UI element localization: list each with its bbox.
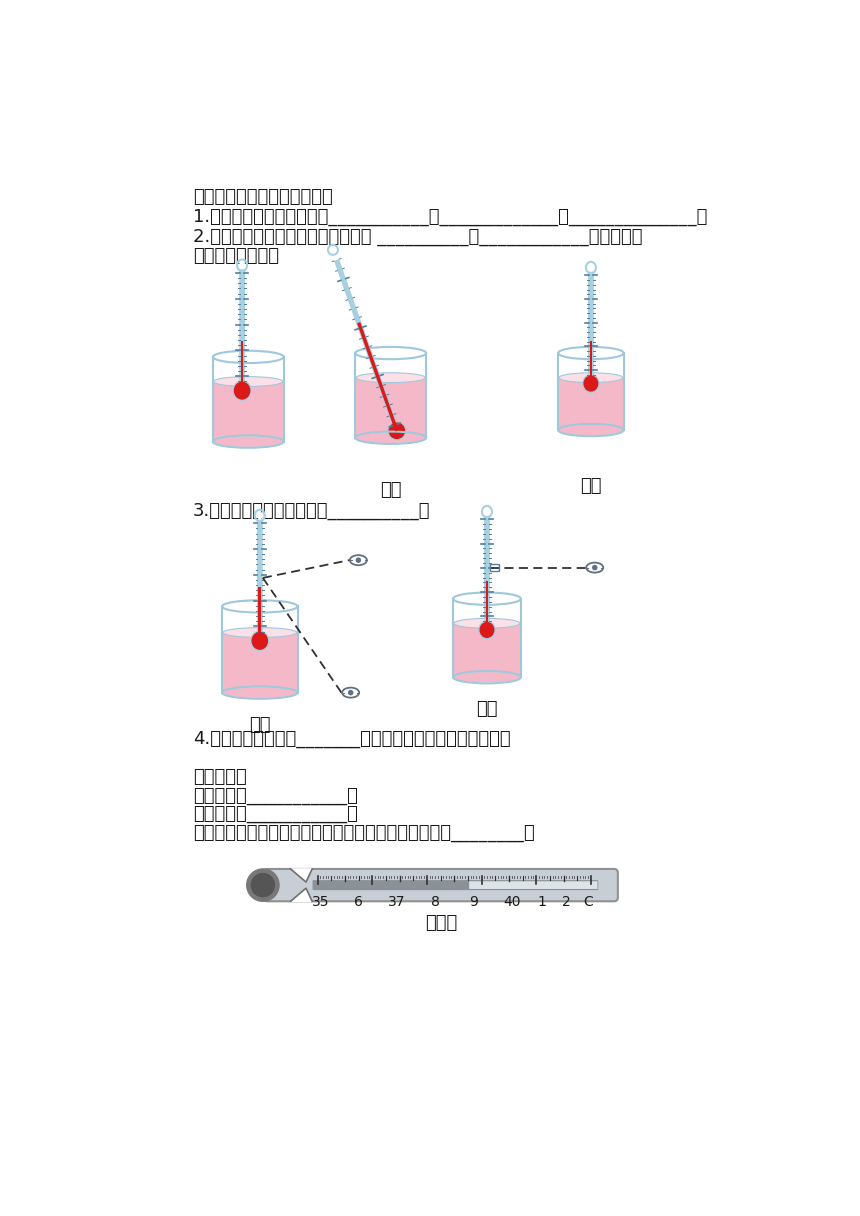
Bar bbox=[490, 564, 500, 572]
Text: C: C bbox=[583, 895, 593, 910]
Text: 3.读数时，视线要与温度计__________；: 3.读数时，视线要与温度计__________； bbox=[193, 502, 430, 519]
Ellipse shape bbox=[480, 623, 494, 637]
Ellipse shape bbox=[559, 424, 623, 435]
Ellipse shape bbox=[356, 432, 426, 444]
Ellipse shape bbox=[247, 869, 279, 901]
Ellipse shape bbox=[356, 433, 426, 443]
Text: 2: 2 bbox=[562, 895, 571, 910]
Ellipse shape bbox=[330, 247, 336, 253]
Bar bbox=[559, 378, 623, 430]
Bar bbox=[356, 378, 426, 438]
FancyBboxPatch shape bbox=[257, 519, 262, 635]
Ellipse shape bbox=[252, 632, 267, 649]
Text: 6: 6 bbox=[354, 895, 363, 910]
Text: 测量范围：___________；: 测量范围：___________； bbox=[193, 787, 358, 805]
Text: 错误: 错误 bbox=[249, 716, 271, 733]
Text: 五、体温计: 五、体温计 bbox=[193, 769, 247, 786]
Bar bbox=[486, 581, 488, 624]
Ellipse shape bbox=[355, 557, 361, 563]
FancyBboxPatch shape bbox=[239, 269, 245, 385]
Polygon shape bbox=[291, 868, 312, 882]
Ellipse shape bbox=[213, 437, 283, 446]
Polygon shape bbox=[357, 322, 398, 432]
Text: 测液体充分接触；: 测液体充分接触； bbox=[193, 247, 279, 265]
Bar bbox=[589, 340, 593, 378]
FancyBboxPatch shape bbox=[470, 882, 598, 889]
Text: 四、实验室温度计的使用方法: 四、实验室温度计的使用方法 bbox=[193, 188, 333, 207]
Ellipse shape bbox=[484, 508, 490, 516]
Text: 体温计可以离开人体读数，因为它具有特殊结构，叫做________。: 体温计可以离开人体读数，因为它具有特殊结构，叫做________。 bbox=[193, 823, 535, 841]
Text: 35: 35 bbox=[311, 895, 329, 910]
FancyBboxPatch shape bbox=[264, 869, 617, 901]
Text: 正确: 正确 bbox=[476, 700, 498, 719]
Ellipse shape bbox=[257, 512, 263, 519]
Ellipse shape bbox=[592, 565, 598, 570]
Text: 1: 1 bbox=[538, 895, 546, 910]
Text: 4.读数时，温度计要_______被测液体中，不得取出后读数。: 4.读数时，温度计要_______被测液体中，不得取出后读数。 bbox=[193, 730, 511, 748]
Ellipse shape bbox=[559, 424, 623, 435]
Text: 2.测量时，温度计的玻璃泡不能接触 __________和____________，且要与被: 2.测量时，温度计的玻璃泡不能接触 __________和___________… bbox=[193, 229, 642, 247]
Polygon shape bbox=[334, 259, 397, 426]
Ellipse shape bbox=[356, 373, 426, 383]
Text: 8: 8 bbox=[431, 895, 439, 910]
Ellipse shape bbox=[584, 376, 598, 390]
Text: 37: 37 bbox=[388, 895, 406, 910]
Ellipse shape bbox=[223, 687, 297, 698]
Bar bbox=[454, 624, 520, 677]
Ellipse shape bbox=[239, 261, 245, 269]
Ellipse shape bbox=[588, 264, 594, 271]
Polygon shape bbox=[291, 888, 312, 902]
Text: 正确: 正确 bbox=[580, 477, 602, 495]
Ellipse shape bbox=[559, 373, 623, 383]
Text: 40: 40 bbox=[503, 895, 520, 910]
Bar bbox=[223, 632, 297, 693]
Ellipse shape bbox=[390, 423, 404, 439]
Ellipse shape bbox=[223, 627, 297, 637]
Ellipse shape bbox=[454, 619, 520, 629]
Text: 体温计: 体温计 bbox=[425, 914, 457, 933]
Bar bbox=[241, 340, 243, 384]
Text: 1.使用前，先观察温度计的___________、_____________和______________；: 1.使用前，先观察温度计的___________、_____________和_… bbox=[193, 208, 707, 226]
Ellipse shape bbox=[348, 689, 353, 696]
Text: 错误: 错误 bbox=[380, 480, 402, 499]
FancyBboxPatch shape bbox=[312, 880, 599, 890]
Text: 测温液体：___________；: 测温液体：___________； bbox=[193, 805, 358, 823]
Ellipse shape bbox=[454, 671, 520, 683]
Bar bbox=[213, 382, 283, 441]
Text: 9: 9 bbox=[469, 895, 478, 910]
Ellipse shape bbox=[235, 382, 249, 399]
Ellipse shape bbox=[251, 873, 274, 896]
FancyBboxPatch shape bbox=[484, 516, 490, 625]
Ellipse shape bbox=[454, 672, 520, 682]
Ellipse shape bbox=[213, 435, 283, 447]
Bar bbox=[258, 586, 261, 635]
Ellipse shape bbox=[223, 687, 297, 698]
FancyBboxPatch shape bbox=[588, 271, 593, 378]
Ellipse shape bbox=[213, 377, 283, 387]
